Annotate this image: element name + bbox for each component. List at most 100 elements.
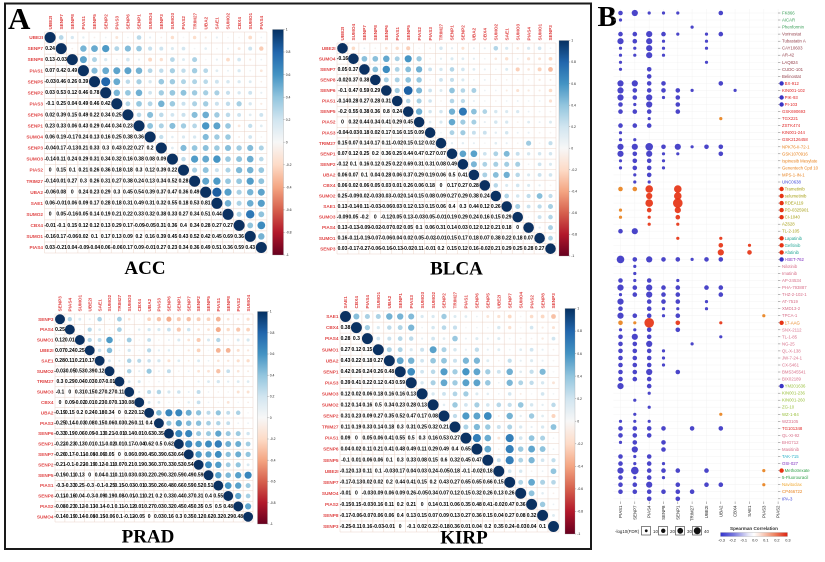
svg-text:0.25: 0.25	[513, 246, 523, 252]
svg-text:-0.11: -0.11	[104, 462, 115, 468]
svg-text:0.09: 0.09	[373, 491, 383, 497]
svg-text:1: 1	[571, 39, 573, 43]
svg-text:0.19: 0.19	[101, 212, 111, 218]
svg-text:0.32: 0.32	[164, 473, 174, 479]
svg-text:-0.02: -0.02	[402, 246, 414, 252]
svg-text:SAE1: SAE1	[41, 358, 54, 363]
svg-text:0.25: 0.25	[338, 193, 348, 199]
svg-text:SENP8: SENP8	[38, 494, 54, 499]
svg-text:0.33: 0.33	[90, 145, 100, 151]
svg-text:0.04: 0.04	[341, 447, 351, 453]
svg-text:0.27: 0.27	[505, 513, 515, 519]
svg-text:ZSTK474: ZSTK474	[782, 123, 801, 128]
svg-text:SUMO4: SUMO4	[319, 56, 336, 61]
svg-text:0.24: 0.24	[428, 469, 438, 475]
svg-text:20: 20	[670, 529, 675, 534]
svg-text:-0.18: -0.18	[438, 524, 450, 530]
svg-text:-0.11: -0.11	[74, 452, 85, 458]
svg-text:0.24: 0.24	[363, 369, 373, 375]
svg-text:0.13: 0.13	[45, 57, 55, 63]
svg-text:-0.03: -0.03	[384, 469, 396, 475]
svg-text:0.23: 0.23	[395, 402, 405, 408]
svg-text:-1: -1	[571, 254, 574, 258]
svg-text:SUMO3: SUMO3	[322, 392, 339, 397]
svg-text:0.25: 0.25	[112, 112, 122, 118]
svg-text:0.16: 0.16	[145, 234, 155, 240]
svg-text:0.4: 0.4	[205, 493, 212, 499]
svg-text:0.33: 0.33	[56, 123, 66, 129]
svg-text:PIAS2: PIAS2	[325, 502, 339, 507]
svg-text:SUMO1: SUMO1	[37, 338, 54, 343]
svg-text:UBE2I: UBE2I	[704, 506, 709, 519]
svg-text:-0.11: -0.11	[64, 473, 75, 479]
svg-text:0.38: 0.38	[341, 325, 351, 331]
svg-text:0.02: 0.02	[370, 130, 380, 136]
svg-text:0.15: 0.15	[363, 347, 373, 353]
svg-text:0.24: 0.24	[134, 179, 144, 185]
svg-text:-0.11: -0.11	[351, 524, 362, 530]
svg-text:0.2: 0.2	[286, 118, 291, 122]
svg-text:0.12: 0.12	[79, 223, 89, 229]
svg-text:KIN001-102: KIN001-102	[782, 88, 806, 93]
svg-text:-0.13: -0.13	[351, 480, 363, 486]
svg-text:Tubastatin A: Tubastatin A	[782, 39, 806, 44]
svg-text:-0.3: -0.3	[85, 483, 94, 489]
svg-text:PIAS3: PIAS3	[29, 101, 43, 106]
svg-text:PIAS3: PIAS3	[409, 295, 414, 309]
svg-text:0.12: 0.12	[194, 514, 204, 520]
svg-text:0.28: 0.28	[381, 172, 391, 178]
svg-text:SUMO3: SUMO3	[37, 390, 54, 395]
svg-text:40: 40	[704, 529, 709, 534]
svg-text:-0.03: -0.03	[370, 204, 382, 210]
svg-text:BHG712: BHG712	[782, 440, 799, 445]
svg-text:-0.14: -0.14	[348, 204, 360, 210]
svg-text:0.44: 0.44	[395, 480, 405, 486]
svg-text:0.3: 0.3	[175, 514, 182, 520]
svg-text:AICAR: AICAR	[782, 18, 795, 23]
svg-text:0.11: 0.11	[417, 447, 427, 453]
svg-text:0.24: 0.24	[45, 46, 55, 52]
svg-text:0.06: 0.06	[67, 123, 77, 129]
svg-text:0: 0	[341, 120, 344, 126]
svg-text:0.12: 0.12	[145, 168, 155, 174]
svg-text:0.34: 0.34	[179, 245, 189, 251]
svg-text:0.08: 0.08	[516, 513, 526, 519]
svg-text:SENP3: SENP3	[548, 25, 553, 41]
svg-text:0.16: 0.16	[101, 134, 111, 140]
svg-text:0.15: 0.15	[447, 236, 457, 242]
svg-text:-0.07: -0.07	[362, 513, 374, 519]
svg-text:0.46: 0.46	[90, 101, 100, 107]
svg-text:-0.03: -0.03	[123, 483, 135, 489]
svg-text:0.12: 0.12	[370, 162, 380, 168]
svg-text:0.14: 0.14	[447, 225, 457, 231]
svg-text:0.33: 0.33	[406, 458, 416, 464]
svg-text:0.27: 0.27	[373, 358, 383, 364]
svg-text:SENP3: SENP3	[159, 14, 164, 30]
svg-text:0.15: 0.15	[115, 483, 125, 489]
svg-text:-0.2: -0.2	[286, 163, 292, 167]
svg-text:SAE1: SAE1	[97, 299, 102, 312]
svg-text:0.04: 0.04	[67, 245, 77, 251]
svg-text:0.2: 0.2	[571, 125, 576, 129]
svg-text:0.21: 0.21	[105, 431, 115, 437]
svg-text:0.53: 0.53	[56, 90, 66, 96]
svg-text:0.23: 0.23	[45, 123, 55, 129]
svg-text:0.4: 0.4	[270, 373, 275, 377]
svg-text:0.19: 0.19	[56, 134, 66, 140]
svg-text:0.39: 0.39	[156, 168, 166, 174]
svg-text:0.55: 0.55	[349, 109, 359, 115]
svg-text:SUMO1: SUMO1	[537, 23, 542, 40]
svg-text:TRIM27: TRIM27	[319, 141, 336, 146]
svg-text:TRIM27: TRIM27	[26, 179, 43, 184]
svg-text:-0.2: -0.2	[338, 109, 347, 115]
svg-text:0.27: 0.27	[144, 504, 154, 510]
svg-text:0.13: 0.13	[101, 223, 111, 229]
svg-text:0.17: 0.17	[56, 145, 66, 151]
svg-text:SUMO2: SUMO2	[494, 23, 499, 40]
svg-text:0.03: 0.03	[134, 473, 144, 479]
svg-text:0.15: 0.15	[67, 223, 77, 229]
svg-text:0.38: 0.38	[123, 134, 133, 140]
svg-text:-0.03: -0.03	[413, 215, 425, 221]
svg-text:-0.6: -0.6	[577, 487, 583, 491]
svg-text:0.08: 0.08	[56, 190, 66, 196]
